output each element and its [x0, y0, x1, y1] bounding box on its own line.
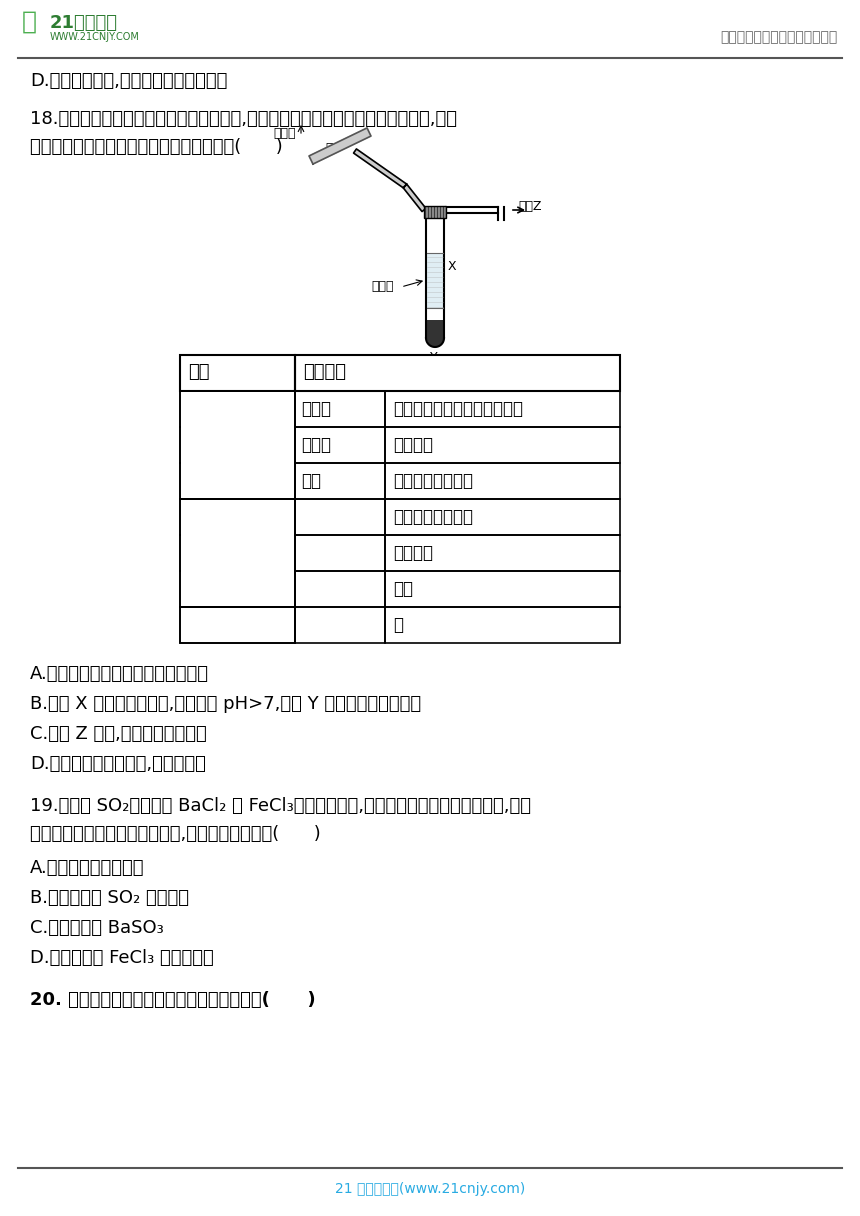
- Text: 氨、铵盐: 氨、铵盐: [393, 437, 433, 454]
- Text: 沥青: 沥青: [393, 580, 413, 598]
- Bar: [295, 607, 385, 643]
- Bar: [295, 463, 385, 499]
- Text: 气体Z: 气体Z: [518, 199, 542, 213]
- Text: 19.将少量 SO₂气体通入 BaCl₂ 和 FeCl₃的混合溶液中,溶液颜色由棕黄色变成浅绿色,同时: 19.将少量 SO₂气体通入 BaCl₂ 和 FeCl₃的混合溶液中,溶液颜色由…: [30, 796, 531, 815]
- Bar: [180, 535, 295, 572]
- Text: 18.下表是化学课本对煤的干馏产品的介绍,某化学兴趣小组在实验室模拟煤的干馏,按如: 18.下表是化学课本对煤的干馏产品的介绍,某化学兴趣小组在实验室模拟煤的干馏,按…: [30, 109, 457, 128]
- Bar: [385, 392, 620, 427]
- Bar: [181, 500, 294, 606]
- Text: 酚类、萘: 酚类、萘: [393, 544, 433, 562]
- Text: 焦炉气: 焦炉气: [301, 400, 331, 418]
- Bar: [424, 206, 446, 218]
- Bar: [180, 499, 295, 535]
- Text: 21世纪教育: 21世纪教育: [50, 15, 118, 32]
- Bar: [180, 355, 295, 392]
- Text: B.上层 X 是粗苯等芳香烃,水溶液的 pH>7,溶液 Y 是黑色黏稠的煤焦油: B.上层 X 是粗苯等芳香烃,水溶液的 pH>7,溶液 Y 是黑色黏稠的煤焦油: [30, 696, 421, 713]
- Text: 21 世纪教育网(www.21cnjy.com): 21 世纪教育网(www.21cnjy.com): [335, 1182, 525, 1197]
- Text: D.石蕊层为三层,由上而下是蓝、紫、红: D.石蕊层为三层,由上而下是蓝、紫、红: [30, 72, 227, 90]
- Text: X: X: [448, 260, 457, 274]
- Bar: [180, 355, 620, 643]
- Bar: [180, 463, 295, 499]
- Bar: [385, 607, 620, 643]
- Bar: [180, 499, 295, 607]
- Bar: [385, 572, 620, 607]
- Bar: [180, 607, 295, 643]
- Text: B.该过程表明 SO₂ 有漂白性: B.该过程表明 SO₂ 有漂白性: [30, 889, 189, 907]
- Bar: [180, 572, 295, 607]
- Text: 有白色沉淀产生。针对上述变化,下列分析正确的是(      ): 有白色沉淀产生。针对上述变化,下列分析正确的是( ): [30, 824, 321, 843]
- Text: 焦炭: 焦炭: [188, 617, 208, 635]
- Bar: [295, 427, 385, 463]
- Bar: [385, 463, 620, 499]
- Bar: [385, 535, 620, 572]
- Text: 粗氨水: 粗氨水: [301, 437, 331, 454]
- Polygon shape: [403, 185, 426, 212]
- Text: 苯、甲苯、二甲苯: 苯、甲苯、二甲苯: [393, 472, 473, 490]
- Text: A.图示实验中发生了复杂的化学变化: A.图示实验中发生了复杂的化学变化: [30, 665, 209, 683]
- Text: 主要成分: 主要成分: [303, 364, 346, 381]
- Text: 中小学教育资源及组卷应用平台: 中小学教育资源及组卷应用平台: [721, 30, 838, 44]
- Text: C.气体 Z 易燃,是重要的化工原料: C.气体 Z 易燃,是重要的化工原料: [30, 725, 206, 743]
- Polygon shape: [309, 128, 371, 164]
- Bar: [180, 392, 295, 499]
- Text: D.该实验表明 FeCl₃ 具有还原性: D.该实验表明 FeCl₃ 具有还原性: [30, 948, 214, 967]
- Text: A.反应后溶液酸性增强: A.反应后溶液酸性增强: [30, 858, 144, 877]
- Bar: [180, 427, 295, 463]
- Bar: [385, 499, 620, 535]
- Text: 加强热: 加强热: [273, 126, 296, 140]
- Text: 水溶液: 水溶液: [371, 280, 394, 293]
- Text: 粗苯: 粗苯: [301, 472, 321, 490]
- Bar: [295, 535, 385, 572]
- Text: 氢气、甲烷、乙烯、一氧化碳: 氢气、甲烷、乙烯、一氧化碳: [393, 400, 523, 418]
- Text: D.试管里余下的是焦炭,无利用价值: D.试管里余下的是焦炭,无利用价值: [30, 755, 206, 773]
- Bar: [180, 607, 295, 643]
- Text: 图装置进行实验。下列有关叙述不正确的是(      ): 图装置进行实验。下列有关叙述不正确的是( ): [30, 137, 283, 156]
- Text: 碳: 碳: [393, 617, 403, 634]
- Bar: [181, 608, 294, 642]
- Bar: [295, 572, 385, 607]
- Text: 🏃: 🏃: [22, 10, 37, 34]
- Bar: [295, 355, 620, 392]
- Text: 苯、甲苯、二甲苯: 苯、甲苯、二甲苯: [393, 508, 473, 527]
- Text: 煤焦油: 煤焦油: [188, 545, 218, 563]
- Text: WWW.21CNJY.COM: WWW.21CNJY.COM: [50, 32, 140, 43]
- Bar: [427, 320, 443, 338]
- Text: 出炉煤气: 出炉煤气: [188, 437, 228, 455]
- Bar: [385, 427, 620, 463]
- Text: Y: Y: [430, 351, 438, 364]
- Polygon shape: [353, 148, 407, 188]
- Bar: [181, 392, 294, 499]
- Bar: [295, 499, 385, 535]
- Bar: [295, 392, 385, 427]
- Bar: [427, 253, 443, 308]
- Text: C.白色沉淀为 BaSO₃: C.白色沉淀为 BaSO₃: [30, 919, 163, 938]
- Bar: [180, 392, 295, 427]
- Text: 煤: 煤: [325, 142, 333, 154]
- Text: 产品: 产品: [188, 364, 210, 381]
- Text: 20. 下列实验操作对应的现象不符合事实的是(      ): 20. 下列实验操作对应的现象不符合事实的是( ): [30, 991, 316, 1009]
